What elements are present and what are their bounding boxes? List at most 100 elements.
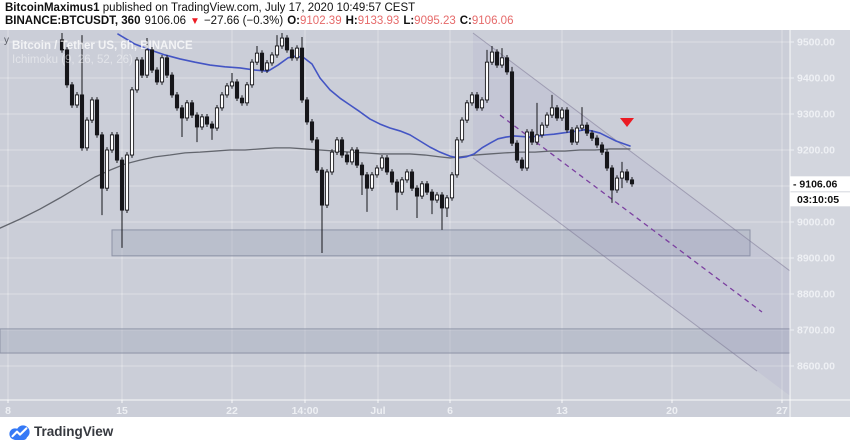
time-tick-label[interactable]: 22 xyxy=(226,405,238,417)
candle-down xyxy=(429,191,435,201)
time-tick-label[interactable]: Jul xyxy=(370,405,385,417)
candle-down xyxy=(389,171,395,183)
candle-down xyxy=(409,171,415,189)
candle-up xyxy=(559,109,565,119)
candle-up xyxy=(379,157,385,169)
channel-lower-line[interactable] xyxy=(472,157,758,372)
candle-up xyxy=(534,134,540,143)
close-value: 9106.06 xyxy=(471,15,514,27)
candle-down xyxy=(494,51,500,66)
candle-down xyxy=(64,49,70,86)
candle-up xyxy=(549,107,555,116)
candle-down xyxy=(319,169,325,206)
candle-down xyxy=(314,139,320,171)
low-label: L: xyxy=(403,15,415,27)
price-tick-label: 9000.00 xyxy=(797,217,835,229)
candle-up xyxy=(329,151,335,173)
candle-up xyxy=(579,124,585,129)
candle-down xyxy=(364,174,370,189)
candle-down xyxy=(584,124,590,134)
candle-up xyxy=(124,154,130,211)
candle-down xyxy=(339,139,345,156)
channel-midline-dashed[interactable] xyxy=(499,114,763,313)
time-tick-label[interactable]: 20 xyxy=(666,405,678,417)
candle-up xyxy=(199,116,205,128)
footer-bar: TradingView xyxy=(0,417,850,447)
channel-upper-line[interactable] xyxy=(472,32,791,272)
open-value: 9102.39 xyxy=(300,15,342,27)
candle-up xyxy=(244,84,250,104)
candle-down xyxy=(99,134,105,189)
high-label: H: xyxy=(345,15,358,27)
candle-down xyxy=(354,149,360,166)
candle-down xyxy=(504,57,510,73)
candle-up xyxy=(214,107,220,129)
candle-up xyxy=(454,139,460,176)
current-price-label: - 9106.06 xyxy=(793,178,838,190)
candle-up xyxy=(469,94,475,104)
candle-up xyxy=(159,57,165,83)
candle-down xyxy=(439,194,445,209)
price-zone[interactable] xyxy=(0,328,791,354)
time-tick-label[interactable]: 15 xyxy=(116,405,128,417)
candle-up xyxy=(269,54,275,64)
candle-down xyxy=(609,167,615,191)
candle-up xyxy=(324,171,330,206)
price-down-icon: ▼ xyxy=(190,16,200,27)
author-name: BitcoinMaximus1 xyxy=(5,2,100,14)
candle-down xyxy=(69,84,75,106)
candle-up xyxy=(264,62,270,71)
candle-down xyxy=(629,179,635,185)
time-tick-label[interactable]: 27 xyxy=(776,405,788,417)
candle-down xyxy=(474,94,480,109)
time-tick-label[interactable]: 8 xyxy=(5,405,11,417)
chart-pane[interactable]: 9500.00 9400.00 9300.00 9200.00 9000.00 8900.… xyxy=(0,30,850,417)
candle-down xyxy=(79,94,85,149)
cropped-text-artifact: y xyxy=(4,35,9,46)
tradingview-brand[interactable]: TradingView xyxy=(34,424,114,439)
tradingview-logo-icon[interactable] xyxy=(8,424,32,441)
candle-up xyxy=(334,139,340,153)
candle-up xyxy=(104,149,110,189)
time-tick-label[interactable]: 13 xyxy=(556,405,568,417)
low-value: 9095.23 xyxy=(414,15,456,27)
sell-signal-triangle-icon[interactable] xyxy=(620,117,634,127)
price-axis-strip[interactable] xyxy=(790,30,850,417)
candle-down xyxy=(569,129,575,143)
publish-text: published on TradingView.com, July 17, 2… xyxy=(99,2,416,14)
candle-down xyxy=(239,97,245,104)
price-chart-svg[interactable]: 9500.00 9400.00 9300.00 9200.00 9000.00 8900.… xyxy=(0,30,850,417)
high-value: 9133.93 xyxy=(357,15,400,27)
candle-up xyxy=(459,119,465,141)
candle-down xyxy=(394,181,400,193)
candle-up xyxy=(349,149,355,163)
candle-down xyxy=(414,187,420,197)
time-tick-label[interactable]: 14:00 xyxy=(292,405,319,417)
price-tick-label: 8600.00 xyxy=(797,361,835,373)
candle-down xyxy=(344,154,350,163)
candle-up xyxy=(369,174,375,189)
candle-down xyxy=(589,132,595,139)
price-tick-label: 8800.00 xyxy=(797,289,835,301)
price-zone[interactable] xyxy=(111,229,751,257)
current-price-label-bg xyxy=(790,176,850,192)
candle-down xyxy=(234,81,240,99)
symbol-interval: BINANCE:BTCUSDT, 360 xyxy=(5,15,141,27)
candle-up xyxy=(574,127,580,143)
candle-down xyxy=(604,151,610,169)
time-tick-label[interactable]: 6 xyxy=(447,405,453,417)
candle-down xyxy=(514,142,520,161)
candle-up xyxy=(499,57,505,66)
candle-up xyxy=(449,174,455,199)
candle-down xyxy=(384,157,390,173)
candle-down xyxy=(164,57,170,76)
candle-down xyxy=(114,134,120,161)
candle-up xyxy=(84,119,90,149)
candle-up xyxy=(219,94,225,109)
candle-up xyxy=(484,61,490,101)
candle-up xyxy=(399,179,405,193)
candle-up xyxy=(249,61,255,86)
candle-down xyxy=(599,144,605,153)
candle-down xyxy=(189,102,195,116)
